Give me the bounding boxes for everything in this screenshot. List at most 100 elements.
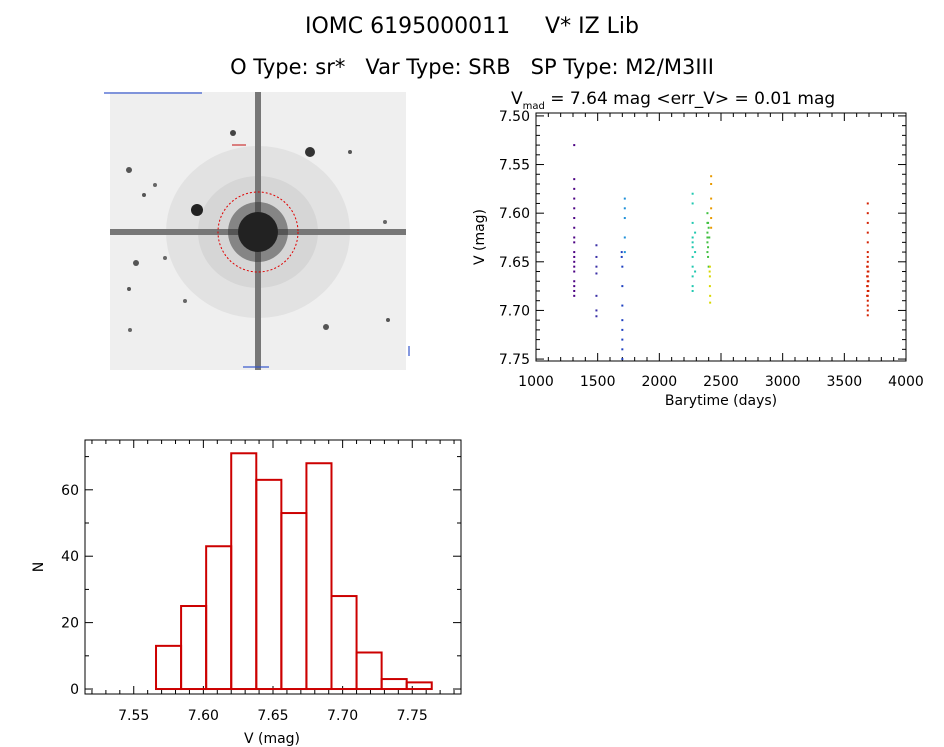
histogram-xlabel: V (mag) (244, 731, 300, 747)
data-point (866, 309, 869, 312)
x-tick-label: 1500 (580, 374, 616, 390)
histogram-chart: 7.55 7.60 7.65 7.70 7.75 0 20 40 60 V (mag) N (31, 439, 462, 747)
data-point (708, 275, 711, 278)
chart-title: IOMC 6195000011 V* IZ Lib (304, 14, 639, 39)
data-point (866, 202, 869, 205)
x-tick-label: 7.75 (397, 708, 428, 724)
histogram-bar (330, 595, 358, 691)
data-point (707, 221, 710, 224)
data-point (623, 251, 626, 254)
data-point (866, 275, 869, 278)
data-point (573, 178, 576, 181)
x-tick-label: 7.55 (118, 708, 149, 724)
data-point (691, 192, 694, 195)
data-point (595, 255, 598, 258)
chart-subtitle: O Type: sr* Var Type: SRB SP Type: M2/M3… (230, 55, 714, 79)
data-point (707, 265, 710, 268)
data-point (623, 197, 626, 200)
y-tick-label: 7.65 (499, 255, 530, 271)
y-tick-label: 7.75 (499, 352, 530, 368)
data-point (710, 197, 713, 200)
y-tick-label: 7.55 (499, 158, 530, 174)
data-point (595, 265, 598, 268)
data-point (867, 280, 870, 283)
data-point (706, 241, 709, 244)
data-point (691, 246, 694, 249)
data-point (707, 255, 710, 258)
data-point (621, 304, 624, 307)
data-point (866, 299, 869, 302)
data-point (866, 255, 869, 258)
x-tick-label: 7.65 (257, 708, 288, 724)
x-tick-label: 2000 (642, 374, 678, 390)
sky-image-thumbnail (104, 92, 410, 370)
histogram-bar (405, 681, 433, 691)
data-point (573, 197, 576, 200)
data-point (707, 246, 710, 249)
data-point (866, 314, 869, 317)
x-tick-label: 3000 (765, 374, 801, 390)
data-point (691, 241, 694, 244)
data-point (621, 348, 624, 351)
data-point (691, 236, 694, 239)
y-tick-label: 7.70 (499, 303, 530, 319)
x-tick-label: 3500 (827, 374, 863, 390)
data-point (573, 289, 576, 292)
light-curve-title: Vmad = 7.64 mag <err_V> = 0.01 mag (511, 89, 835, 112)
target-circle-icon (217, 191, 299, 273)
data-point (623, 236, 626, 239)
y-tick-label: 0 (70, 682, 79, 698)
y-tick-label: 40 (61, 549, 79, 565)
data-point (595, 294, 598, 297)
histogram-bar (280, 512, 308, 691)
data-point (694, 231, 697, 234)
data-point (867, 270, 870, 273)
data-point (706, 236, 709, 239)
data-point (707, 226, 710, 229)
data-point (866, 294, 869, 297)
data-point (710, 226, 713, 229)
histogram-ylabel: N (31, 562, 47, 572)
data-point (595, 315, 598, 318)
data-point (595, 272, 598, 275)
x-tick-label: 2500 (703, 374, 739, 390)
data-point (573, 207, 576, 210)
data-point (709, 294, 712, 297)
histogram-bar (155, 644, 183, 691)
data-point (573, 280, 576, 283)
data-point (708, 265, 711, 268)
data-point (866, 265, 869, 268)
histogram-bar (380, 678, 408, 691)
data-point (595, 244, 598, 247)
data-point (573, 251, 576, 254)
light-curve-ylabel: V (mag) (472, 209, 488, 265)
data-point (709, 301, 712, 304)
data-point (573, 255, 576, 258)
data-point (866, 251, 869, 254)
histogram-bar (255, 478, 283, 691)
data-point (623, 217, 626, 220)
x-tick-label: 7.70 (327, 708, 358, 724)
data-point (691, 221, 694, 224)
data-point (710, 207, 713, 210)
data-point (595, 309, 598, 312)
data-point (573, 187, 576, 190)
data-point (573, 294, 576, 297)
data-point (691, 289, 694, 292)
data-point (867, 289, 870, 292)
data-point (866, 241, 869, 244)
data-point (623, 207, 626, 210)
light-curve-chart: Vmad = 7.64 mag <err_V> = 0.01 mag 1000 1… (472, 89, 924, 409)
data-point (706, 212, 709, 215)
data-point (621, 319, 624, 322)
data-point (866, 304, 869, 307)
data-point (621, 265, 624, 268)
data-point (573, 265, 576, 268)
data-point (621, 358, 624, 361)
data-point (706, 231, 709, 234)
data-point (706, 251, 709, 254)
data-point (710, 217, 713, 220)
data-point (691, 285, 694, 288)
data-point (691, 275, 694, 278)
